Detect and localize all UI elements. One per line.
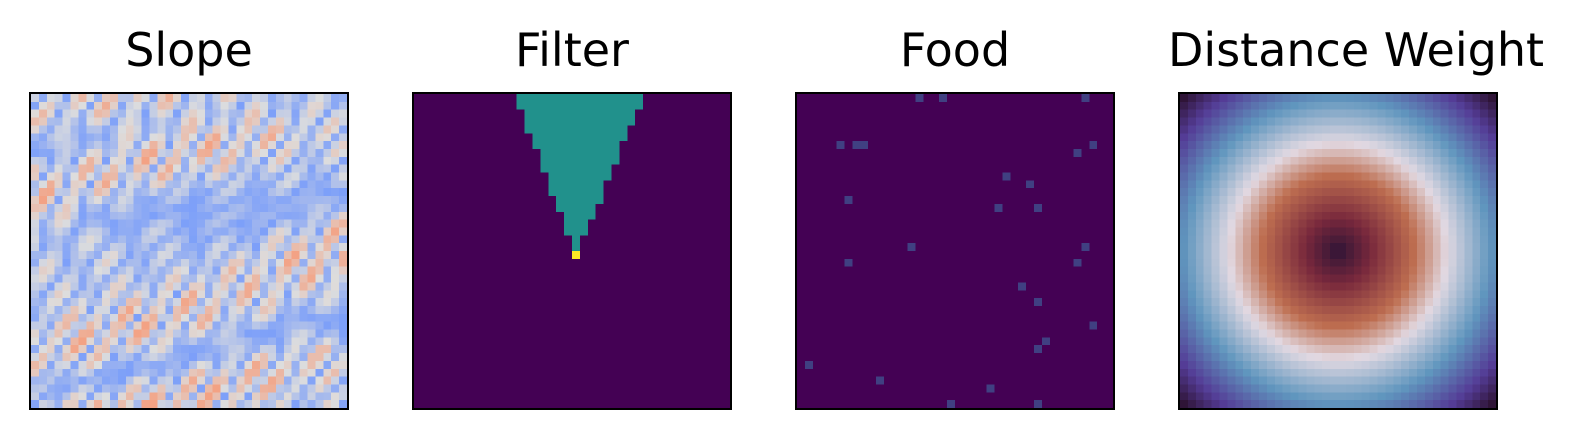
slope-heatmap-canvas (31, 94, 347, 408)
distance-weight-heatmap (1178, 92, 1498, 410)
food-heatmap-canvas (797, 94, 1113, 408)
distance-weight-panel: Distance Weight (1168, 0, 1545, 446)
filter-heatmap (412, 92, 732, 410)
slope-title: Slope (125, 23, 253, 77)
food-heatmap (795, 92, 1115, 410)
distance-weight-heatmap-canvas (1180, 94, 1496, 408)
slope-heatmap (29, 92, 349, 410)
filter-panel: Filter (402, 0, 742, 446)
filter-heatmap-canvas (414, 94, 730, 408)
food-panel: Food (785, 0, 1125, 446)
distance-weight-title: Distance Weight (1168, 23, 1545, 77)
food-title: Food (899, 23, 1011, 77)
slope-panel: Slope (19, 0, 359, 446)
filter-title: Filter (515, 23, 629, 77)
